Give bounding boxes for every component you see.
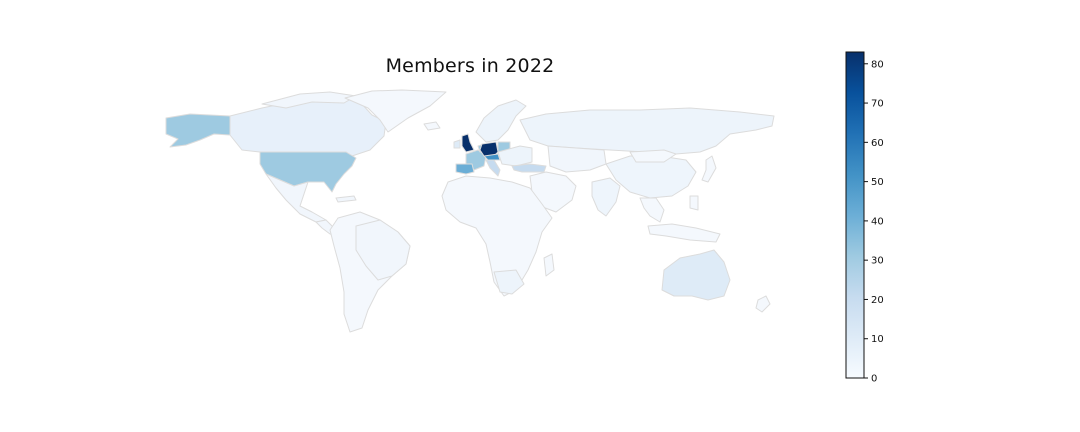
colorbar-tick-label: 40	[871, 216, 884, 227]
region-mongolia	[629, 149, 677, 163]
region-ireland	[453, 139, 461, 149]
region-south-africa	[493, 269, 525, 295]
region-spain	[455, 163, 475, 175]
colorbar-tick-label: 70	[871, 99, 884, 110]
region-caribbean	[335, 195, 357, 203]
region-brazil	[355, 219, 411, 281]
region-se-asia	[639, 197, 665, 223]
region-indonesia	[647, 223, 721, 243]
colorbar: 0 10 20 30 40 50 60 70 80	[845, 51, 884, 385]
colorbar-tick-label: 50	[871, 177, 884, 188]
region-greenland	[344, 89, 447, 133]
region-new-zealand	[755, 295, 771, 313]
region-japan	[701, 155, 717, 183]
map-title: Members in 2022	[385, 55, 555, 77]
region-italy	[485, 159, 501, 177]
colorbar-gradient	[845, 51, 865, 379]
region-iceland	[423, 121, 441, 131]
colorbar-tick-label: 20	[871, 295, 884, 306]
region-australia	[661, 249, 731, 301]
region-mexico	[265, 173, 327, 223]
colorbar-tick-label: 60	[871, 138, 884, 149]
region-eastern-europe	[497, 145, 533, 167]
region-alaska	[165, 113, 231, 148]
region-india	[591, 177, 621, 217]
colorbar-tick-label: 80	[871, 59, 884, 70]
region-central-asia	[547, 145, 607, 173]
region-scandinavia	[475, 99, 527, 143]
colorbar-tick-label: 10	[871, 334, 884, 345]
region-madagascar	[543, 253, 555, 277]
colorbar-tick-label: 0	[871, 374, 877, 385]
colorbar-tick-label: 30	[871, 256, 884, 267]
region-turkey	[511, 163, 547, 173]
region-austria	[483, 153, 501, 161]
region-uk	[461, 133, 475, 153]
region-philippines	[689, 195, 699, 211]
